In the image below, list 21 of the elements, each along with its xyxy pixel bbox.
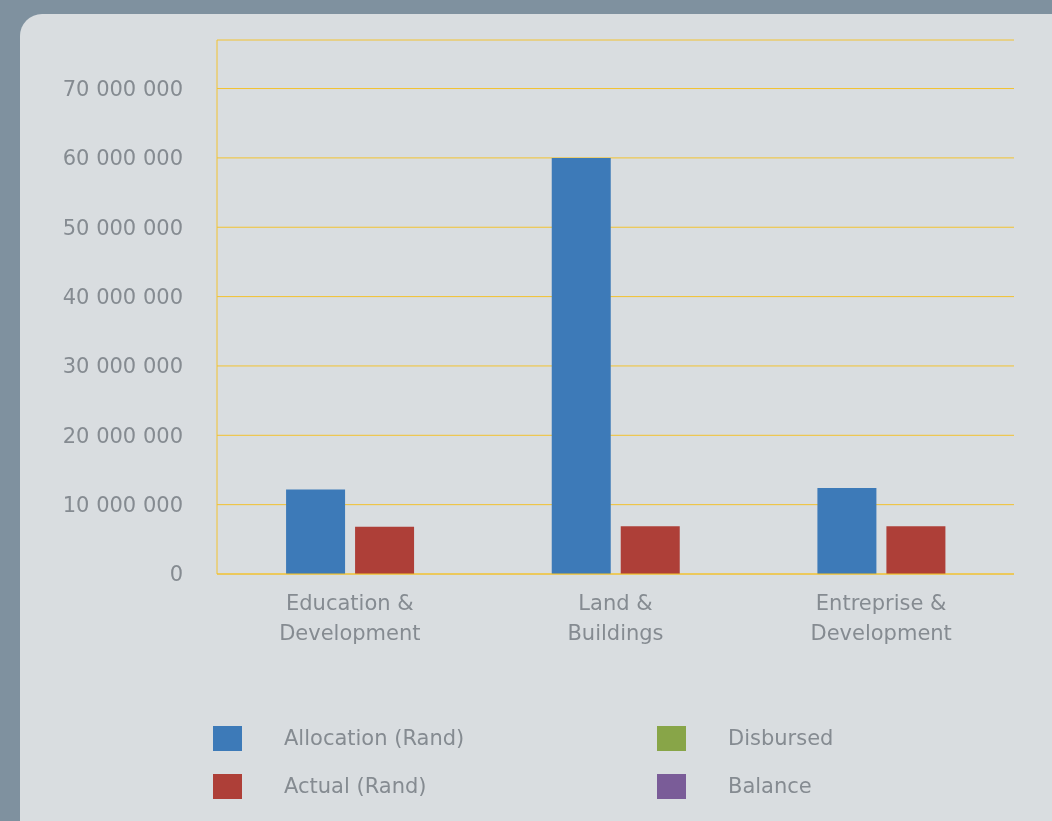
y-tick-label: 50 000 000: [62, 215, 183, 240]
bar: [817, 488, 877, 574]
bar: [551, 157, 611, 574]
y-tick-label: 10 000 000: [62, 493, 183, 518]
bar: [286, 489, 346, 574]
bar: [355, 526, 415, 574]
bar: [620, 526, 680, 574]
x-tick-label: Education & Development: [279, 591, 421, 645]
x-tick-label: Land & Buildings: [567, 591, 664, 645]
y-tick-label: 40 000 000: [62, 285, 183, 310]
bar: [886, 526, 946, 574]
legend-label: Disbursed: [728, 726, 834, 750]
legend-label: Actual (Rand): [284, 774, 427, 798]
y-tick-label: 20 000 000: [62, 423, 183, 448]
y-tick-label: 0: [169, 562, 183, 587]
legend-label: Allocation (Rand): [284, 726, 465, 750]
legend-label: Balance: [728, 774, 812, 798]
y-tick-label: 70 000 000: [62, 77, 183, 101]
x-tick-label: Entreprise & Development: [810, 591, 952, 645]
y-tick-label: 60 000 000: [62, 146, 183, 171]
y-tick-label: 30 000 000: [62, 354, 183, 379]
